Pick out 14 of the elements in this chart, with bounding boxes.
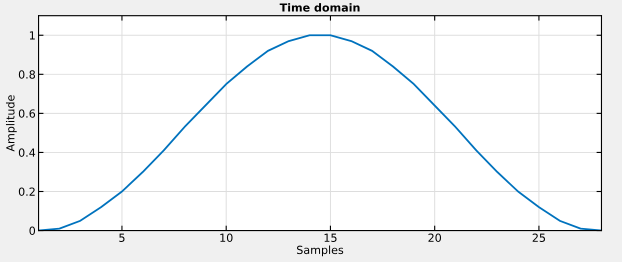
y-tick-label: 0.4 bbox=[18, 148, 36, 157]
y-tick-label: 0.2 bbox=[18, 187, 35, 196]
y-tick-label: 1 bbox=[30, 31, 35, 40]
chart-title: Time domain bbox=[280, 3, 360, 12]
x-axis-title: Samples bbox=[297, 245, 344, 256]
x-tick-label: 25 bbox=[532, 234, 546, 242]
x-tick-label: 5 bbox=[119, 234, 125, 242]
y-tick-label: 0.8 bbox=[18, 70, 36, 79]
x-tick-label: 10 bbox=[220, 234, 233, 242]
x-tick-label: 20 bbox=[428, 234, 442, 242]
x-tick-label: 15 bbox=[324, 234, 337, 242]
y-tick-label: 0 bbox=[29, 226, 36, 235]
y-tick-label: 0.6 bbox=[18, 109, 36, 118]
y-axis-title: Amplitude bbox=[6, 95, 17, 152]
